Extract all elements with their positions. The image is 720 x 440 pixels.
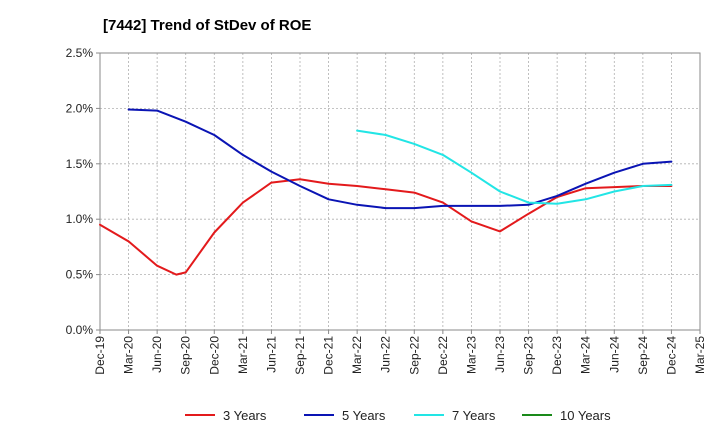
x-tick-label: Sep-23 <box>522 336 536 375</box>
x-tick-label: Mar-25 <box>693 336 707 374</box>
legend-label: 3 Years <box>223 408 267 423</box>
legend: 3 Years 5 Years 7 Years 10 Years <box>185 408 611 423</box>
chart-title: [7442] Trend of StDev of ROE <box>103 17 311 34</box>
x-tick-label: Mar-20 <box>122 336 136 374</box>
y-tick-label: 0.5% <box>66 268 94 282</box>
x-axis: Dec-19 Mar-20 Jun-20 Sep-20 Dec-20 Mar-21 Jun-… <box>93 330 707 375</box>
x-tick-label: Dec-20 <box>207 336 221 375</box>
x-tick-label: Dec-24 <box>664 336 678 375</box>
x-tick-label: Sep-20 <box>179 336 193 375</box>
x-tick-label: Dec-21 <box>322 336 336 375</box>
series-line-5-years <box>127 108 673 210</box>
x-tick-label: Jun-24 <box>607 336 621 373</box>
y-tick-label: 2.5% <box>66 46 94 60</box>
legend-label: 7 Years <box>452 408 496 423</box>
x-tick-label: Mar-23 <box>464 336 478 374</box>
x-tick-label: Mar-22 <box>350 336 364 374</box>
series-line-7-years <box>356 129 673 205</box>
x-tick-label: Dec-23 <box>550 336 564 375</box>
x-tick-label: Sep-22 <box>407 336 421 375</box>
x-tick-label: Jun-21 <box>264 336 278 373</box>
y-tick-label: 2.0% <box>66 101 94 115</box>
x-tick-label: Dec-19 <box>93 336 107 375</box>
x-tick-label: Mar-21 <box>236 336 250 374</box>
x-tick-label: Sep-24 <box>636 336 650 375</box>
series-lines <box>99 108 673 276</box>
grid <box>100 53 700 330</box>
x-tick-label: Jun-22 <box>379 336 393 373</box>
plot-area <box>99 52 701 331</box>
series-line-3-years <box>99 178 673 276</box>
y-tick-label: 0.0% <box>66 323 94 337</box>
y-axis: 0.0% 0.5% 1.0% 1.5% 2.0% 2.5% <box>66 46 100 337</box>
y-tick-label: 1.5% <box>66 157 94 171</box>
x-tick-label: Jun-20 <box>150 336 164 373</box>
x-tick-label: Sep-21 <box>293 336 307 375</box>
legend-label: 5 Years <box>342 408 386 423</box>
x-tick-label: Mar-24 <box>579 336 593 374</box>
x-tick-label: Dec-22 <box>436 336 450 375</box>
x-tick-label: Jun-23 <box>493 336 507 373</box>
y-tick-label: 1.0% <box>66 212 94 226</box>
legend-label: 10 Years <box>560 408 611 423</box>
